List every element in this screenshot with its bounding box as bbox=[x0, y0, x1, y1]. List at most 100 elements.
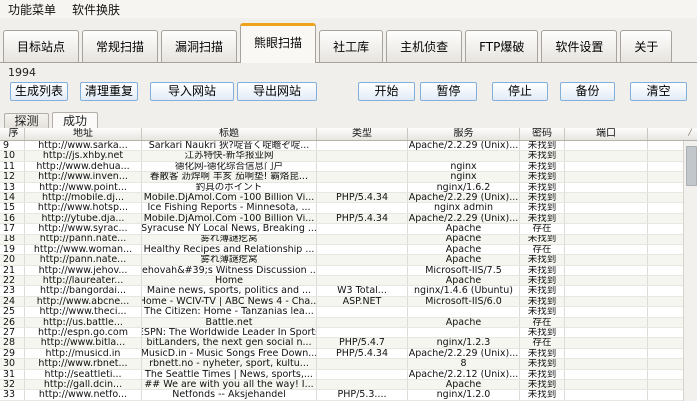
dedupe-button[interactable]: 清理重复 bbox=[80, 82, 138, 101]
cell-no: 25 bbox=[0, 307, 25, 317]
cell-no: 31 bbox=[0, 369, 25, 379]
table-row[interactable]: 10 http://js.xhby.net 江苏特快-新华报业网 未找到 bbox=[0, 151, 683, 162]
table-row[interactable]: 19 http://www.woman... Healthy Recipes and… bbox=[0, 244, 683, 256]
cell-port bbox=[565, 307, 648, 317]
import-sites-button[interactable]: 导入网站 bbox=[150, 82, 234, 101]
table-row[interactable]: 12 http://www.inven... 春散客 沥焊啊 丰亥 茄啊垫! 霸烙昆… bbox=[0, 172, 683, 183]
cell-type bbox=[317, 328, 408, 338]
tab-target-sites[interactable]: 目标站点 bbox=[3, 30, 80, 62]
table-row[interactable]: 9 http://www.sarka... Sarkari Naukri 狄?啶音く… bbox=[0, 141, 683, 152]
cell-type bbox=[317, 379, 408, 390]
cell-type bbox=[317, 255, 408, 265]
table-row[interactable]: 25 http://www.theci... The Citizen: Home -… bbox=[0, 307, 683, 318]
cell-no: 21 bbox=[0, 265, 25, 276]
table-row[interactable]: 30 http://www.rbnet... rbnett.no - nyheter… bbox=[0, 359, 683, 370]
table-row[interactable]: 28 http://www.bitla... bitLanders, the nex… bbox=[0, 338, 683, 349]
cell-password: 未找到 bbox=[520, 192, 565, 203]
table-row[interactable]: 18 http://pann.nate... 雾れ薄謎疙窝 Apache 未找到 bbox=[0, 234, 683, 245]
table-row[interactable]: 11 http://www.dehua... 德化网-德化综合信息门户 nginx 未找… bbox=[0, 161, 683, 173]
cell-type bbox=[317, 276, 408, 286]
tab-social-db[interactable]: 社工库 bbox=[319, 30, 384, 62]
cell-password: 未找到 bbox=[520, 276, 565, 286]
cell-title: 雾れ薄謎疙窝 bbox=[142, 255, 317, 265]
cell-no: 10 bbox=[0, 151, 25, 161]
cell-no: 23 bbox=[0, 286, 25, 296]
cell-port bbox=[565, 276, 648, 286]
column-header-no[interactable]: 序 bbox=[0, 128, 25, 140]
cell-url: http://www.hotsp... bbox=[25, 203, 142, 213]
cell-title: The Seattle Times | News, sports,... bbox=[142, 369, 317, 379]
table-row[interactable]: 23 http://bangordai... Maine news, sports,… bbox=[0, 286, 683, 297]
column-header-type[interactable]: 类型 bbox=[317, 128, 408, 140]
table-row[interactable]: 15 http://www.hotsp... Ice Fishing Reports… bbox=[0, 203, 683, 214]
export-sites-button[interactable]: 导出网站 bbox=[237, 82, 317, 101]
tab-vuln-scan[interactable]: 漏洞扫描 bbox=[161, 30, 238, 62]
tab-ftp-brute[interactable]: FTP爆破 bbox=[465, 30, 539, 62]
menu-skin[interactable]: 软件换肤 bbox=[72, 2, 121, 17]
cell-no: 9 bbox=[0, 141, 25, 151]
column-header-url[interactable]: 地址 bbox=[25, 128, 142, 140]
cell-service: nginx bbox=[408, 161, 520, 172]
tab-settings[interactable]: 软件设置 bbox=[541, 30, 618, 62]
backup-button[interactable]: 备份 bbox=[560, 82, 615, 101]
cell-port bbox=[565, 161, 648, 172]
cell-url: http://www.point... bbox=[25, 182, 142, 192]
cell-port bbox=[565, 379, 648, 390]
cell-title: Jehovah&#39;s Witness Discussion ... bbox=[142, 265, 317, 276]
cell-password: 未找到 bbox=[520, 328, 565, 338]
cell-no: 14 bbox=[0, 192, 25, 203]
cell-password: 未找到 bbox=[520, 182, 565, 192]
table-row[interactable]: 22 http://laureater... Home Apache 未找到 bbox=[0, 276, 683, 287]
grid-header: 序 地址 标题 类型 服务 密码 端口 / bbox=[0, 128, 697, 141]
column-header-password[interactable]: 密码 bbox=[520, 128, 565, 140]
cell-password: 未找到 bbox=[520, 390, 565, 400]
table-row[interactable]: 14 http://mobile.dj... Mobile.DjAmol.Com -… bbox=[0, 192, 683, 204]
table-row[interactable]: 16 http://ytube.dja... Mobile.DjAmol.Com -… bbox=[0, 213, 683, 225]
start-button[interactable]: 开始 bbox=[358, 82, 415, 101]
column-header-title[interactable]: 标题 bbox=[142, 128, 317, 140]
tab-normal-scan[interactable]: 常规扫描 bbox=[82, 30, 159, 62]
scrollbar-thumb[interactable] bbox=[686, 146, 697, 186]
cell-no: 26 bbox=[0, 317, 25, 328]
cell-extra bbox=[648, 183, 683, 192]
table-row[interactable]: 27 http://espn.go.com ESPN: The Worldwide … bbox=[0, 328, 683, 339]
table-row[interactable]: 26 http://us.battle... Battle.net Apache 存在 bbox=[0, 317, 683, 329]
column-header-service[interactable]: 服务 bbox=[408, 128, 520, 140]
cell-password: 未找到 bbox=[520, 359, 565, 369]
table-row[interactable]: 13 http://www.point... 釣具のポイント nginx/1.6.2 未… bbox=[0, 182, 683, 193]
cell-no: 32 bbox=[0, 379, 25, 390]
cell-type bbox=[317, 172, 408, 182]
table-row[interactable]: 21 http://www.jehov... Jehovah&#39;s Witne… bbox=[0, 265, 683, 277]
cell-title: 德化网-德化综合信息门户 bbox=[142, 161, 317, 172]
menu-function[interactable]: 功能菜单 bbox=[8, 2, 57, 17]
tab-about[interactable]: 关于 bbox=[620, 30, 673, 62]
cell-extra bbox=[648, 235, 683, 244]
table-row[interactable]: 33 http://www.netfo... Netfonds -- Aksjeha… bbox=[0, 390, 683, 401]
stop-button[interactable]: 停止 bbox=[492, 82, 548, 101]
tab-host-recon[interactable]: 主机侦查 bbox=[386, 30, 463, 62]
table-row[interactable]: 32 http://gall.dcin... ## We are with you … bbox=[0, 379, 683, 391]
subtab-probe[interactable]: 探测 bbox=[4, 113, 49, 128]
table-row[interactable]: 29 http://musicd.in MusicD.in - Music Song… bbox=[0, 348, 683, 360]
table-row[interactable]: 31 http://seattleti... The Seattle Times |… bbox=[0, 369, 683, 380]
vertical-scrollbar[interactable] bbox=[683, 141, 697, 401]
cell-password: 未找到 bbox=[520, 307, 565, 317]
cell-type: PHP/5.4.34 bbox=[317, 348, 408, 359]
cell-password: 未找到 bbox=[520, 255, 565, 265]
table-row[interactable]: 17 http://www.syrac... Syracuse NY Local N… bbox=[0, 224, 683, 235]
clear-button[interactable]: 清空 bbox=[630, 82, 687, 101]
tab-beareye-scan[interactable]: 熊眼扫描 bbox=[240, 23, 317, 63]
cell-type: ASP.NET bbox=[317, 296, 408, 307]
cell-extra bbox=[648, 370, 683, 379]
cell-no: 12 bbox=[0, 172, 25, 182]
table-row[interactable]: 20 http://pann.nate... 雾れ薄謎疙窝 Apache 未找到 bbox=[0, 255, 683, 266]
column-header-port[interactable]: 端口 bbox=[565, 128, 648, 140]
pause-button[interactable]: 暂停 bbox=[420, 82, 477, 101]
cell-type bbox=[317, 224, 408, 234]
cell-password: 存在 bbox=[520, 244, 565, 255]
generate-list-button[interactable]: 生成列表 bbox=[10, 82, 68, 101]
cell-port bbox=[565, 359, 648, 369]
subtab-success[interactable]: 成功 bbox=[52, 112, 98, 129]
result-count-label: 1994 bbox=[8, 66, 36, 79]
table-row[interactable]: 24 http://www.abcne... Home - WCIV-TV | AB… bbox=[0, 296, 683, 308]
